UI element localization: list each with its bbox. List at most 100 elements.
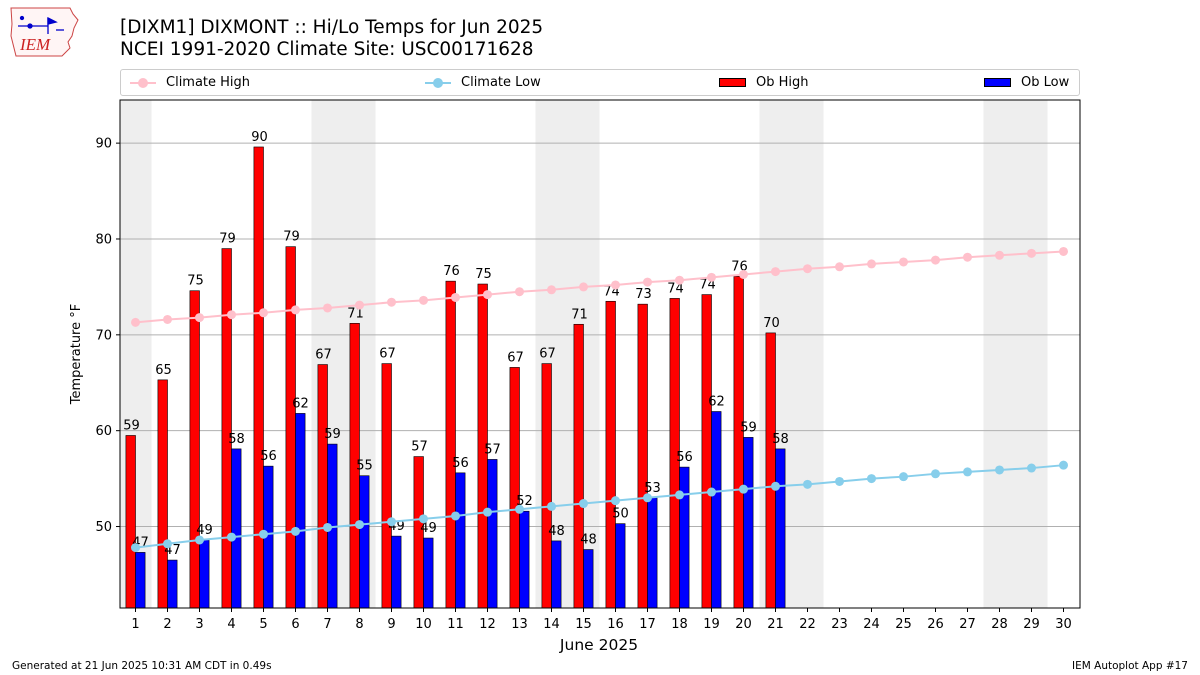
climate-low-point (931, 469, 940, 479)
ob-low-bar (583, 549, 594, 609)
climate-low-point (675, 490, 684, 500)
weekend-band (983, 100, 1016, 608)
ob-low-bar (647, 497, 658, 609)
logo-text: IEM (19, 35, 51, 54)
climate-high-point (707, 272, 716, 282)
climate-low-point (707, 487, 716, 497)
ob-low-label: 56 (676, 450, 693, 465)
climate-low-point (835, 476, 844, 486)
chart-subtitle: NCEI 1991-2020 Climate Site: USC00171628 (120, 39, 534, 60)
climate-high-point (227, 310, 236, 320)
weather-station-icon (18, 15, 64, 34)
climate-high-point (835, 262, 844, 272)
x-tick-label: 14 (543, 617, 560, 632)
climate-high-point (1027, 248, 1036, 258)
climate-low-point (739, 484, 748, 494)
ob-low-label: 50 (612, 507, 629, 522)
y-tick-label: 80 (95, 232, 112, 247)
ob-low-label: 62 (708, 395, 725, 410)
ob-high-bar (381, 363, 392, 609)
climate-high-point (1059, 246, 1068, 256)
climate-low-point (611, 496, 620, 506)
climate-high-point (355, 300, 364, 310)
ob-low-label: 58 (772, 432, 789, 447)
climate-high-point (675, 275, 684, 285)
climate-low-point (1027, 463, 1036, 473)
climate-low-point (803, 479, 812, 489)
ob-high-swatch (719, 78, 746, 87)
x-tick-label: 25 (895, 617, 912, 632)
ob-low-bar (359, 475, 370, 609)
climate-low-point (483, 507, 492, 517)
ob-high-bar (157, 379, 168, 609)
ob-low-label: 48 (548, 524, 565, 539)
ob-low-bar (135, 552, 146, 609)
x-tick-label: 5 (259, 617, 267, 632)
climate-low-line (135, 464, 1064, 549)
x-tick-label: 24 (863, 617, 880, 632)
climate-low-point (227, 532, 236, 542)
ob-low-label: 57 (484, 442, 501, 457)
legend-item-climate-high: Climate High (130, 70, 250, 95)
ob-low-bar (167, 559, 178, 609)
x-tick-label: 1 (131, 617, 139, 632)
y-axis-label: Temperature °F (69, 304, 84, 405)
ob-low-label: 55 (356, 459, 373, 474)
ob-high-bar (541, 363, 552, 609)
climate-high-point (163, 314, 172, 324)
x-tick-label: 8 (355, 617, 363, 632)
ob-high-label: 71 (347, 306, 364, 321)
x-tick-label: 17 (639, 617, 656, 632)
climate-high-point (451, 292, 460, 302)
climate-low-point (259, 529, 268, 539)
legend-label-climate-high: Climate High (166, 75, 251, 90)
climate-high-point (995, 250, 1004, 260)
ob-high-bar (445, 280, 456, 609)
ob-high-label: 67 (539, 347, 556, 362)
ob-high-label: 59 (123, 418, 140, 433)
climate-high-point (547, 285, 556, 295)
x-tick-label: 23 (831, 617, 848, 632)
climate-high-point (387, 297, 396, 307)
ob-high-label: 79 (283, 230, 300, 245)
ob-high-bar (765, 332, 776, 609)
ob-low-label: 49 (196, 523, 213, 538)
climate-low-swatch (425, 77, 451, 88)
climate-high-point (611, 280, 620, 290)
climate-low-point (195, 535, 204, 545)
climate-low-point (867, 474, 876, 484)
climate-high-point (579, 282, 588, 292)
x-tick-label: 7 (323, 617, 331, 632)
x-tick-label: 18 (671, 617, 688, 632)
x-tick-label: 22 (799, 617, 816, 632)
legend-label-ob-high: Ob High (756, 75, 809, 90)
ob-high-label: 65 (155, 363, 172, 378)
x-tick-label: 6 (291, 617, 299, 632)
legend: Climate High Climate Low Ob High Ob Low (120, 69, 1080, 96)
ob-low-bar (295, 413, 306, 609)
climate-high-point (259, 308, 268, 318)
ob-low-bar (551, 540, 562, 609)
legend-item-ob-low: Ob Low (984, 70, 1069, 95)
legend-label-climate-low: Climate Low (461, 75, 541, 90)
x-tick-label: 27 (959, 617, 976, 632)
climate-low-point (643, 493, 652, 503)
climate-low-point (515, 504, 524, 514)
climate-high-point (899, 257, 908, 267)
legend-label-ob-low: Ob Low (1021, 75, 1070, 90)
ob-high-bar (189, 290, 200, 609)
ob-low-bar (487, 459, 498, 609)
ob-high-label: 90 (251, 130, 268, 145)
x-tick-label: 21 (767, 617, 784, 632)
ob-high-bar (317, 364, 328, 609)
climate-high-point (739, 269, 748, 279)
climate-low-point (291, 526, 300, 536)
ob-high-label: 73 (635, 287, 652, 302)
climate-low-point (547, 501, 556, 511)
climate-high-line (135, 250, 1064, 324)
x-axis-label: June 2025 (559, 636, 638, 654)
x-tick-label: 15 (575, 617, 592, 632)
ob-high-label: 70 (763, 316, 780, 331)
ob-low-bar (679, 466, 690, 609)
